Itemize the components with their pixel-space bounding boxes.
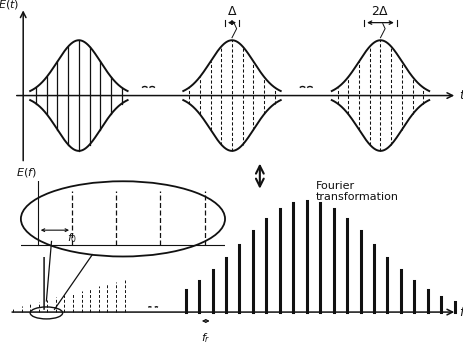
Text: $\Delta$: $\Delta$ — [226, 4, 237, 17]
Text: Fourier
transformation: Fourier transformation — [315, 181, 398, 202]
Text: $t$: $t$ — [458, 89, 463, 102]
Text: $E(t)$: $E(t)$ — [0, 0, 19, 11]
Text: $f_0$: $f_0$ — [67, 231, 77, 245]
Text: $f_r$: $f_r$ — [200, 332, 210, 342]
Text: $E(f)$: $E(f)$ — [16, 166, 37, 179]
Text: $2\Delta$: $2\Delta$ — [370, 4, 389, 17]
Text: $f$: $f$ — [458, 305, 463, 319]
